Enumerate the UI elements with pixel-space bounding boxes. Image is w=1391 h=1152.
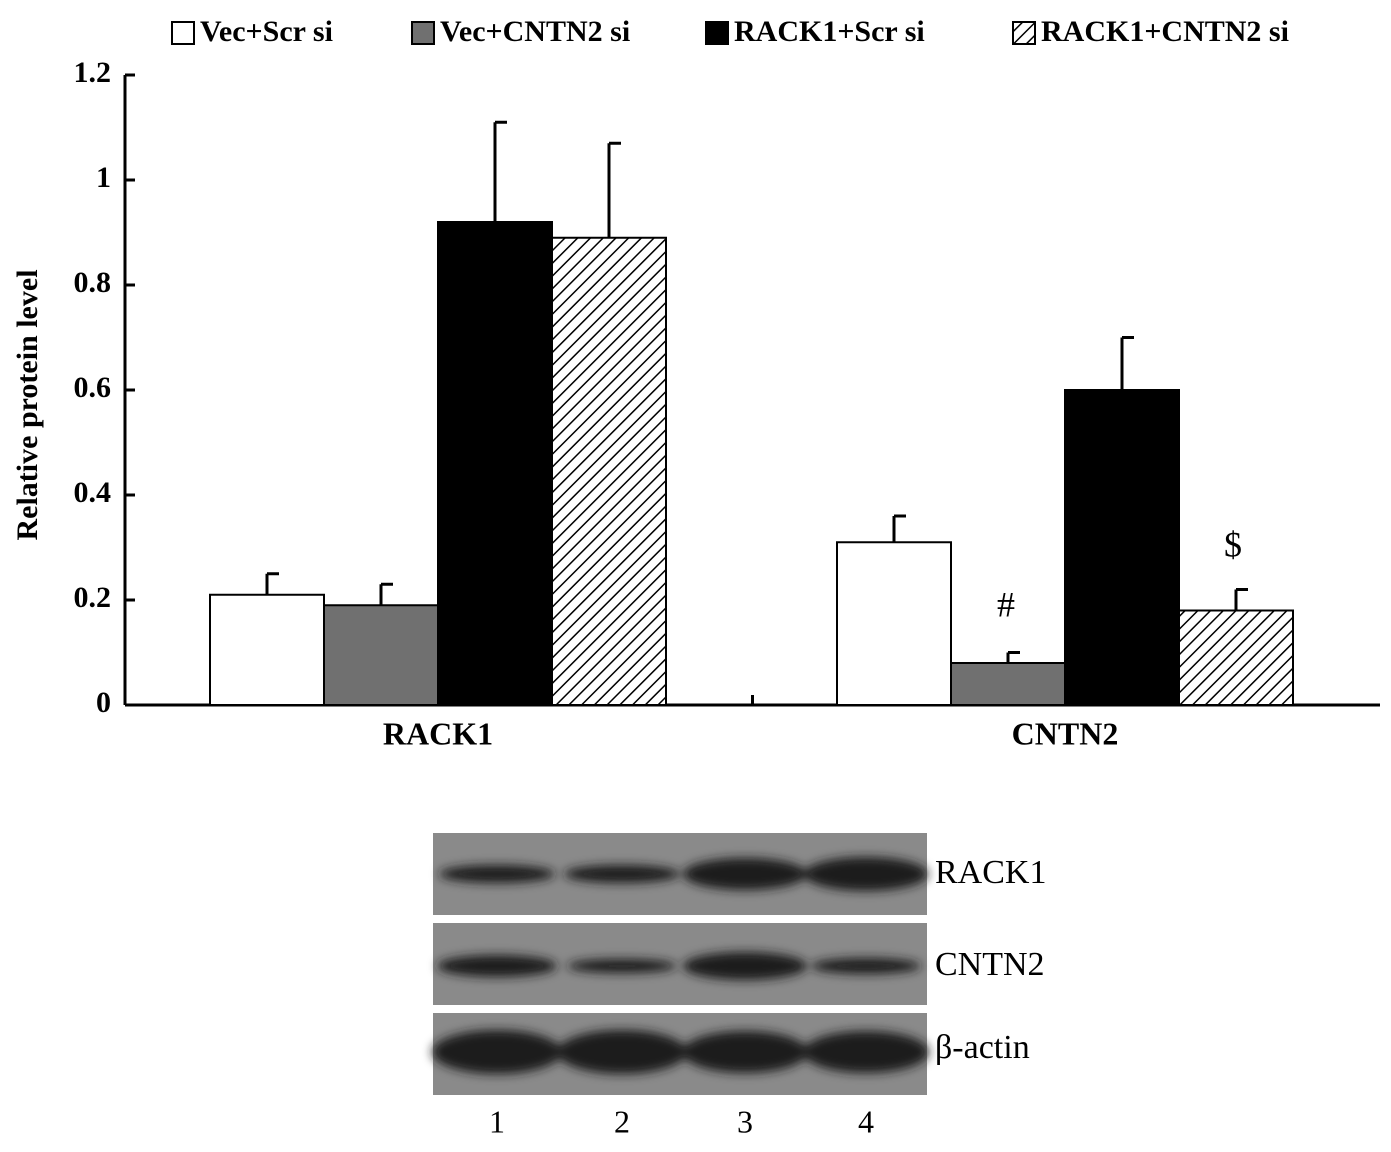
- bar: [950, 662, 1066, 706]
- band: [567, 959, 677, 973]
- y-tick-label: 0.8: [74, 266, 112, 299]
- y-tick-label: 0.4: [74, 476, 112, 509]
- annotation: $: [1224, 524, 1242, 564]
- western-blot: RACK1 CNTN2 β-actin 1 2 3 4: [432, 833, 1046, 1139]
- band: [432, 1030, 562, 1074]
- band: [437, 955, 557, 977]
- y-tick-label: 1.2: [74, 56, 112, 89]
- y-axis-label: Relative protein level: [11, 269, 44, 540]
- legend-swatch: [1012, 21, 1036, 45]
- blot-row-label: CNTN2: [935, 946, 1045, 983]
- bar: [1178, 609, 1294, 706]
- legend-swatch: [171, 21, 195, 45]
- legend-swatch: [705, 21, 729, 45]
- band: [557, 1030, 687, 1074]
- band: [803, 1031, 929, 1073]
- bar: [323, 604, 439, 706]
- band: [683, 858, 807, 890]
- band: [804, 857, 928, 891]
- lane-label: 3: [737, 1103, 753, 1139]
- legend-label: Vec+Scr si: [200, 15, 333, 48]
- y-tick-label: 0: [96, 686, 111, 719]
- lane-label: 4: [858, 1103, 874, 1139]
- band: [683, 952, 807, 980]
- band: [811, 958, 921, 974]
- bar: [551, 236, 667, 706]
- y-tick-label: 1: [96, 161, 111, 194]
- blot-row-label: RACK1: [935, 854, 1046, 891]
- bar: [437, 221, 553, 706]
- bar: [836, 541, 952, 706]
- band: [564, 865, 680, 883]
- legend-label: Vec+CNTN2 si: [440, 15, 630, 48]
- lane-label: 1: [489, 1103, 505, 1139]
- annotation: #: [997, 584, 1015, 624]
- y-tick-label: 0.6: [74, 371, 112, 404]
- x-tick-label: RACK1: [383, 715, 493, 751]
- lane-label: 2: [614, 1103, 630, 1139]
- x-tick-label: CNTN2: [1012, 715, 1119, 751]
- y-tick-label: 0.2: [74, 581, 112, 614]
- band: [682, 1031, 808, 1073]
- blot-row-label: β-actin: [935, 1029, 1030, 1066]
- bar: [209, 593, 325, 706]
- legend-label: RACK1+CNTN2 si: [1041, 15, 1289, 48]
- legend-label: RACK1+Scr si: [734, 15, 925, 48]
- bar: [1064, 389, 1180, 706]
- legend-swatch: [411, 21, 435, 45]
- band: [439, 865, 555, 883]
